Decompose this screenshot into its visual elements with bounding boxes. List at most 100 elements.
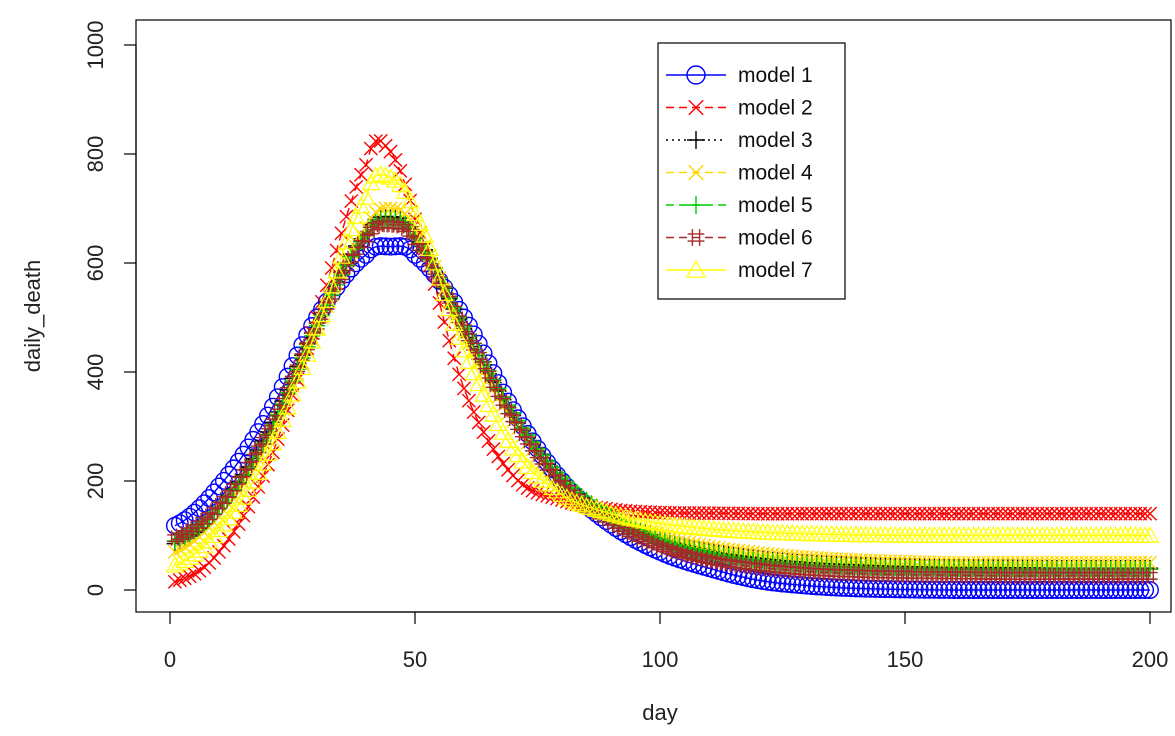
series-marker xyxy=(912,506,927,521)
series-marker xyxy=(1092,581,1110,599)
series-marker xyxy=(998,581,1017,599)
y-tick-label: 1000 xyxy=(83,21,108,70)
series-marker xyxy=(778,575,797,593)
y-tick-label: 800 xyxy=(83,136,108,173)
series-layer xyxy=(165,133,1160,599)
series-marker xyxy=(925,580,944,599)
series-marker xyxy=(896,580,914,599)
series-marker xyxy=(596,502,616,520)
series-marker xyxy=(1136,581,1155,599)
series-marker xyxy=(834,506,849,521)
series-marker xyxy=(170,553,190,571)
series-marker xyxy=(451,311,467,327)
series-marker xyxy=(329,243,344,258)
series-marker xyxy=(376,237,395,256)
series-marker xyxy=(981,506,996,521)
series-marker xyxy=(388,152,403,168)
series-marker xyxy=(706,553,722,569)
series-marker xyxy=(495,394,511,410)
series-marker xyxy=(1008,581,1027,599)
axes-layer: 0 50 100 150 200 0 200 400 600 800 1000 xyxy=(83,21,1168,672)
series-marker xyxy=(216,538,231,553)
series-marker xyxy=(773,574,792,593)
series-marker xyxy=(288,371,307,389)
series-marker xyxy=(696,551,712,567)
series-marker xyxy=(984,581,1003,599)
series-marker xyxy=(621,509,640,526)
series-marker xyxy=(819,506,834,521)
series-marker xyxy=(1103,506,1118,521)
series-marker xyxy=(533,471,552,488)
series-marker xyxy=(177,526,193,542)
series-marker xyxy=(1142,506,1158,521)
series-marker xyxy=(847,579,865,598)
series-marker xyxy=(1069,506,1084,521)
series-marker xyxy=(900,580,919,599)
series-marker xyxy=(435,284,454,301)
series-marker xyxy=(1018,581,1037,599)
series-marker xyxy=(397,220,413,236)
series-marker xyxy=(363,222,379,239)
series-marker xyxy=(307,318,327,336)
series-marker xyxy=(1128,506,1143,521)
series-marker xyxy=(688,164,704,181)
series-marker xyxy=(940,581,959,599)
series-marker xyxy=(275,394,291,410)
series-marker xyxy=(441,292,457,308)
series-marker xyxy=(627,527,644,544)
series-marker xyxy=(915,580,934,599)
series-marker xyxy=(201,508,217,524)
series-marker xyxy=(393,163,408,178)
series-marker xyxy=(328,278,345,294)
series-marker xyxy=(253,454,273,471)
series-marker xyxy=(798,576,816,595)
series-marker xyxy=(587,500,606,517)
series-marker xyxy=(873,506,888,521)
legend-label: model 6 xyxy=(738,227,813,250)
series-marker xyxy=(858,506,873,521)
series-marker xyxy=(240,457,257,474)
series-marker xyxy=(1005,506,1020,521)
series-marker xyxy=(456,320,472,337)
series-marker xyxy=(454,340,474,358)
y-tick-label: 0 xyxy=(83,584,108,596)
series-marker xyxy=(753,572,772,590)
series-marker xyxy=(358,157,374,172)
series-marker xyxy=(1033,581,1052,599)
series-marker xyxy=(1101,581,1120,599)
series-marker xyxy=(1126,581,1145,599)
series-marker xyxy=(863,506,878,521)
series-marker xyxy=(175,551,194,568)
series-marker xyxy=(283,384,302,402)
series-marker xyxy=(637,532,653,548)
series-marker xyxy=(989,581,1008,599)
series-marker xyxy=(557,488,577,505)
series-marker xyxy=(400,191,420,209)
series-marker xyxy=(383,144,398,159)
series-marker xyxy=(544,465,560,481)
series-marker xyxy=(1030,506,1045,521)
series-marker xyxy=(809,506,824,521)
series-marker xyxy=(1020,506,1035,521)
series-marker xyxy=(802,577,821,595)
series-marker xyxy=(407,233,423,249)
series-marker xyxy=(268,422,288,440)
series-marker xyxy=(273,410,292,428)
series-marker xyxy=(500,402,516,419)
series-marker xyxy=(235,465,252,482)
series-marker xyxy=(265,414,281,431)
series-marker xyxy=(601,504,621,521)
series-marker xyxy=(381,237,400,256)
series-marker xyxy=(853,506,868,521)
series-marker xyxy=(449,328,469,345)
series-marker xyxy=(387,217,404,233)
series-marker xyxy=(538,474,557,492)
series-marker xyxy=(832,578,851,597)
legend-box xyxy=(657,42,846,300)
series-marker xyxy=(523,462,542,480)
series-marker xyxy=(758,572,777,591)
series-marker xyxy=(946,506,962,521)
series-marker xyxy=(211,497,227,514)
series-marker xyxy=(935,580,954,599)
series-marker xyxy=(1010,506,1025,521)
